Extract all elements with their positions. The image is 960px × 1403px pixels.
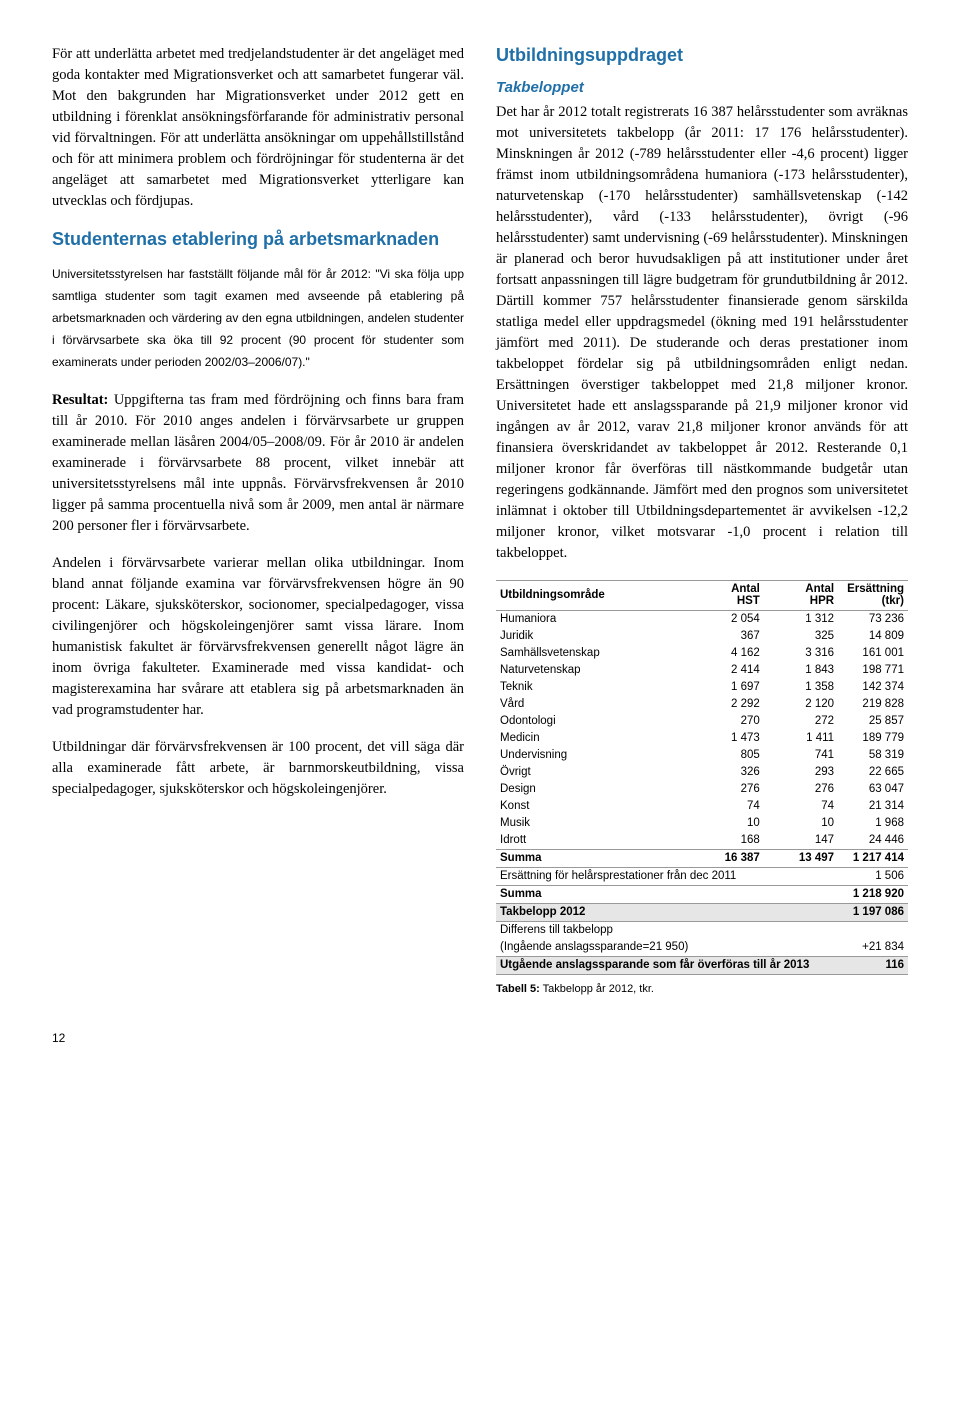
table-takbelopp-row: Takbelopp 2012 1 197 086 [496, 903, 908, 921]
paragraph: Det har år 2012 totalt registrerats 16 3… [496, 102, 908, 564]
result-label: Resultat: [52, 392, 108, 408]
table-row: Naturvetenskap2 4141 843198 771 [496, 662, 908, 679]
table-header-row: Utbildningsområde AntalHST AntalHPR Ersä… [496, 580, 908, 610]
col-header: AntalHPR [764, 580, 838, 610]
section-heading: Studenternas etablering på arbetsmarknad… [52, 228, 464, 251]
table-row: Idrott16814724 446 [496, 832, 908, 850]
paragraph: Utbildningar där förvärvsfrekvensen är 1… [52, 737, 464, 800]
table-sum-row: Summa 16 387 13 497 1 217 414 [496, 849, 908, 867]
table-row: (Ingående anslagssparande=21 950) +21 83… [496, 939, 908, 957]
subsection-heading: Takbeloppet [496, 79, 908, 96]
paragraph: Andelen i förvärvsarbete varierar mellan… [52, 553, 464, 721]
table-row: Juridik36732514 809 [496, 628, 908, 645]
table-sum-row: Summa 1 218 920 [496, 885, 908, 903]
table-row: Konst747421 314 [496, 798, 908, 815]
col-header: Utbildningsområde [496, 580, 690, 610]
table-row: Musik10101 968 [496, 815, 908, 832]
right-column: Utbildningsuppdraget Takbeloppet Det har… [496, 44, 908, 995]
table-row: Vård2 2922 120219 828 [496, 696, 908, 713]
table-outgoing-row: Utgående anslagssparande som får överför… [496, 956, 908, 974]
result-text: Uppgifterna tas fram med fördröjning och… [52, 392, 464, 534]
col-header: AntalHST [690, 580, 764, 610]
table-row: Undervisning80574158 319 [496, 747, 908, 764]
table-row: Odontologi27027225 857 [496, 713, 908, 730]
left-column: För att underlätta arbetet med tredjelan… [52, 44, 464, 995]
table-row: Teknik1 6971 358142 374 [496, 679, 908, 696]
table-caption: Tabell 5: Takbelopp år 2012, tkr. [496, 983, 908, 995]
takbelopp-table: Utbildningsområde AntalHST AntalHPR Ersä… [496, 580, 908, 975]
paragraph: För att underlätta arbetet med tredjelan… [52, 44, 464, 212]
policy-paragraph: Universitetsstyrelsen har fastställt föl… [52, 263, 464, 374]
table-row: Övrigt32629322 665 [496, 764, 908, 781]
table-row: Samhällsvetenskap4 1623 316161 001 [496, 645, 908, 662]
table-row: Differens till takbelopp [496, 921, 908, 939]
table-row: Medicin1 4731 411189 779 [496, 730, 908, 747]
table-end [496, 974, 908, 975]
section-heading: Utbildningsuppdraget [496, 44, 908, 67]
paragraph: Resultat: Uppgifterna tas fram med fördr… [52, 390, 464, 537]
table-row: Ersättning för helårsprestationer från d… [496, 867, 908, 885]
table-row: Humaniora2 0541 31273 236 [496, 610, 908, 628]
col-header: Ersättning(tkr) [838, 580, 908, 610]
page-number: 12 [52, 1031, 908, 1045]
table-row: Design27627663 047 [496, 781, 908, 798]
